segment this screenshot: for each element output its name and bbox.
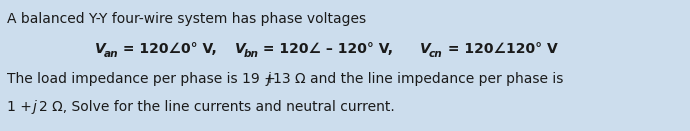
Text: 1 +: 1 +: [7, 100, 37, 114]
Text: j: j: [267, 72, 271, 86]
Text: = 120∠0° V,: = 120∠0° V,: [118, 42, 217, 56]
Text: 13 Ω and the line impedance per phase is: 13 Ω and the line impedance per phase is: [273, 72, 563, 86]
Text: = 120∠ – 120° V,: = 120∠ – 120° V,: [258, 42, 393, 56]
Text: bn: bn: [244, 49, 259, 59]
Text: cn: cn: [429, 49, 443, 59]
Text: V: V: [235, 42, 246, 56]
Text: V: V: [420, 42, 431, 56]
Text: = 120∠120° V: = 120∠120° V: [443, 42, 558, 56]
Text: V: V: [95, 42, 106, 56]
Text: 2 Ω, Solve for the line currents and neutral current.: 2 Ω, Solve for the line currents and neu…: [39, 100, 395, 114]
Text: j: j: [33, 100, 37, 114]
Text: The load impedance per phase is 19 +: The load impedance per phase is 19 +: [7, 72, 280, 86]
Text: A balanced Y-Y four-wire system has phase voltages: A balanced Y-Y four-wire system has phas…: [7, 12, 366, 26]
Text: an: an: [104, 49, 119, 59]
